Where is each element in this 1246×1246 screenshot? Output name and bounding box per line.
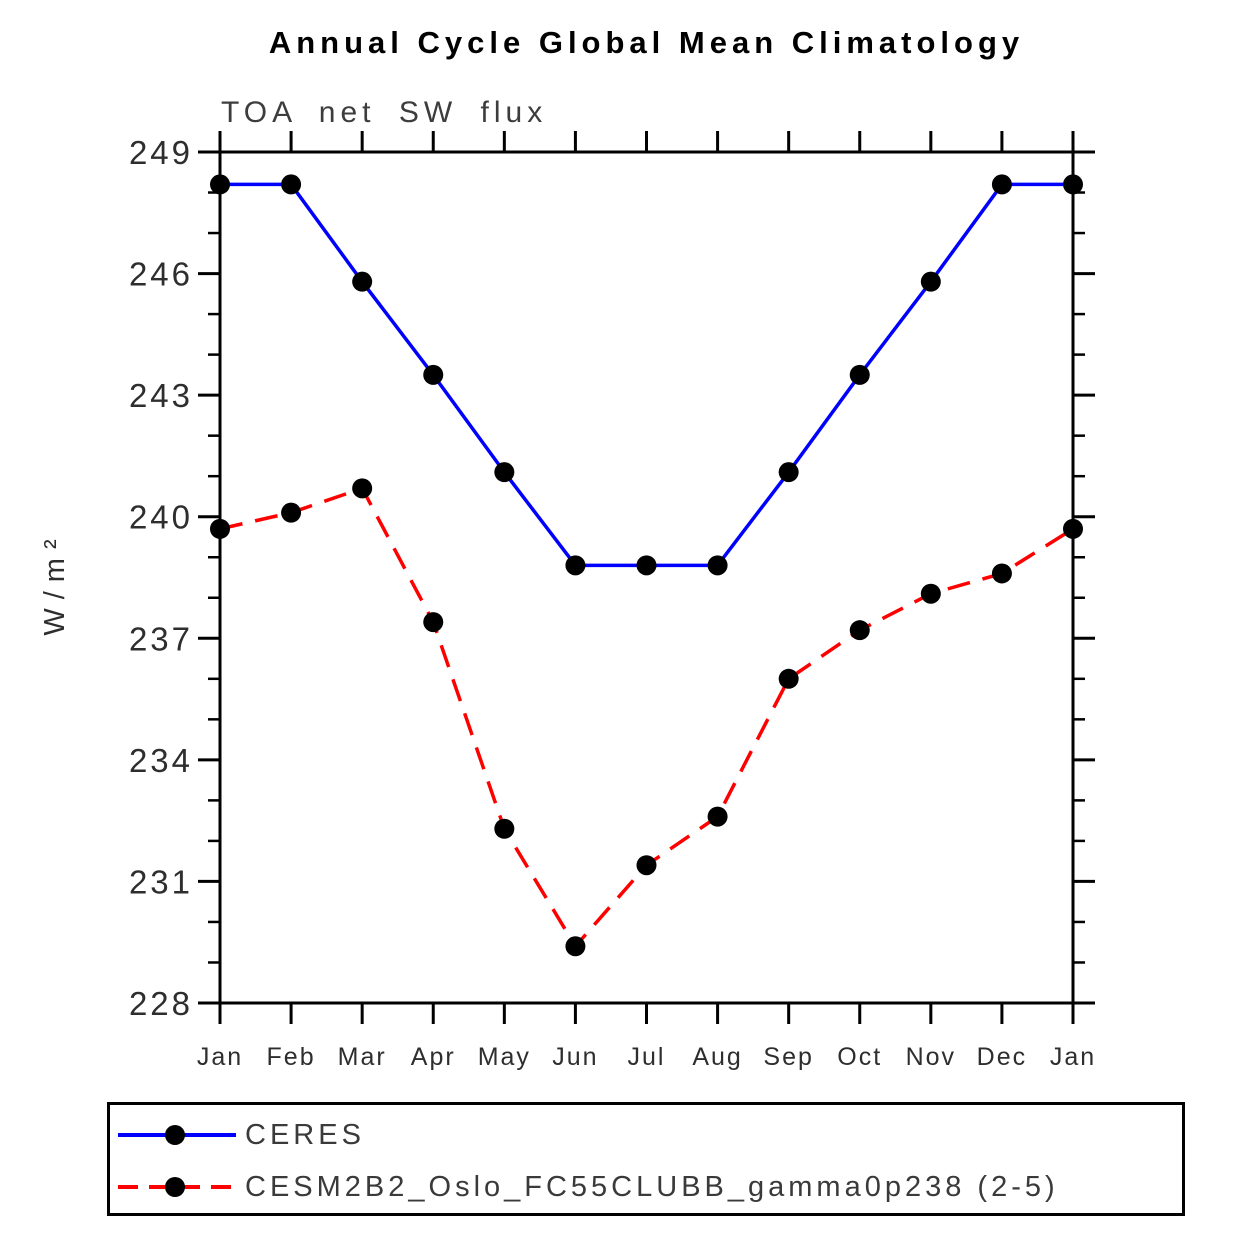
plot-frame — [218, 150, 1075, 1005]
legend-item-ceres: CERES — [113, 1109, 365, 1161]
ceres-data-point-marker — [991, 174, 1012, 195]
x-axis-tick-label: Jan — [1050, 1043, 1096, 1071]
chart-title: Annual Cycle Global Mean Climatology — [268, 25, 1025, 60]
x-axis-tick-label: Sep — [763, 1043, 813, 1071]
x-axis-tick-label: Jun — [552, 1043, 598, 1071]
legend-label-model: CESM2B2_Oslo_FC55CLUBB_gamma0p238 (2-5) — [245, 1170, 1059, 1203]
model-data-point-marker — [778, 668, 799, 689]
ceres-data-point-marker — [281, 174, 302, 195]
ceres-data-point-marker — [494, 462, 515, 483]
legend-line-sample-ceres-icon — [118, 1125, 236, 1145]
model-data-point-marker — [1063, 518, 1083, 539]
x-axis-tick-label: Mar — [338, 1043, 387, 1071]
ceres-data-point-marker — [1063, 174, 1083, 195]
ceres-data-point-marker — [920, 271, 941, 292]
y-axis-tick-label: 243 — [129, 377, 193, 414]
model-data-point-marker — [210, 518, 230, 539]
x-axis-tick-label: Dec — [977, 1043, 1027, 1071]
model-data-point-marker — [991, 563, 1012, 584]
chart-plot-area: Jan Feb Mar Apr May Jun Jul Aug Sep Oct Nov Dec Jan2… — [39, 131, 1096, 1071]
ceres-data-point-marker — [565, 555, 586, 576]
y-axis-tick-label: 231 — [129, 863, 193, 900]
x-axis-tick-label: Jul — [628, 1043, 666, 1071]
y-axis-tick-label: 228 — [129, 985, 193, 1022]
x-axis-tick-label: May — [478, 1043, 531, 1071]
model-data-point-marker — [849, 620, 870, 641]
ceres-data-point-marker — [636, 555, 657, 576]
model-data-point-marker — [423, 612, 444, 633]
ceres-data-point-marker — [778, 462, 799, 483]
ceres-data-point-marker — [707, 555, 728, 576]
model-data-point-marker — [707, 806, 728, 827]
x-axis-tick-label: Feb — [267, 1043, 316, 1071]
y-axis-tick-label: 246 — [129, 256, 193, 293]
ceres-data-point-marker — [352, 271, 373, 292]
x-axis-tick-label: Nov — [906, 1043, 956, 1071]
model-data-point-marker — [352, 478, 373, 499]
x-axis-tick-label: Aug — [692, 1043, 742, 1071]
legend-box: CERES CESM2B2_Oslo_FC55CLUBB_gamma0p238 … — [107, 1102, 1185, 1216]
model-data-point-marker — [920, 583, 941, 604]
model-data-point-marker — [636, 855, 657, 876]
x-axis-tick-label: Oct — [837, 1043, 882, 1071]
y-axis-tick-label: 234 — [129, 742, 193, 779]
legend-label-ceres: CERES — [245, 1118, 365, 1151]
ceres-data-point-marker — [849, 364, 870, 385]
model-data-point-marker — [494, 818, 515, 839]
y-axis-tick-label: 240 — [129, 499, 193, 536]
model-data-point-marker — [281, 502, 302, 523]
x-axis-tick-label: Jan — [197, 1043, 243, 1071]
legend-item-model: CESM2B2_Oslo_FC55CLUBB_gamma0p238 (2-5) — [113, 1161, 1059, 1213]
chart-subtitle: TOA net SW flux — [221, 96, 548, 129]
ceres-series-line — [220, 182, 1073, 568]
y-axis-tick-label: 237 — [129, 620, 193, 657]
y-axis-title: W/m² — [39, 530, 71, 635]
x-axis-tick-label: Apr — [411, 1043, 456, 1071]
y-axis-tick-label: 249 — [129, 134, 193, 171]
ceres-data-point-marker — [210, 174, 230, 195]
model-data-point-marker — [565, 936, 586, 957]
legend-line-sample-model-icon — [118, 1177, 236, 1197]
ceres-data-point-marker — [423, 364, 444, 385]
